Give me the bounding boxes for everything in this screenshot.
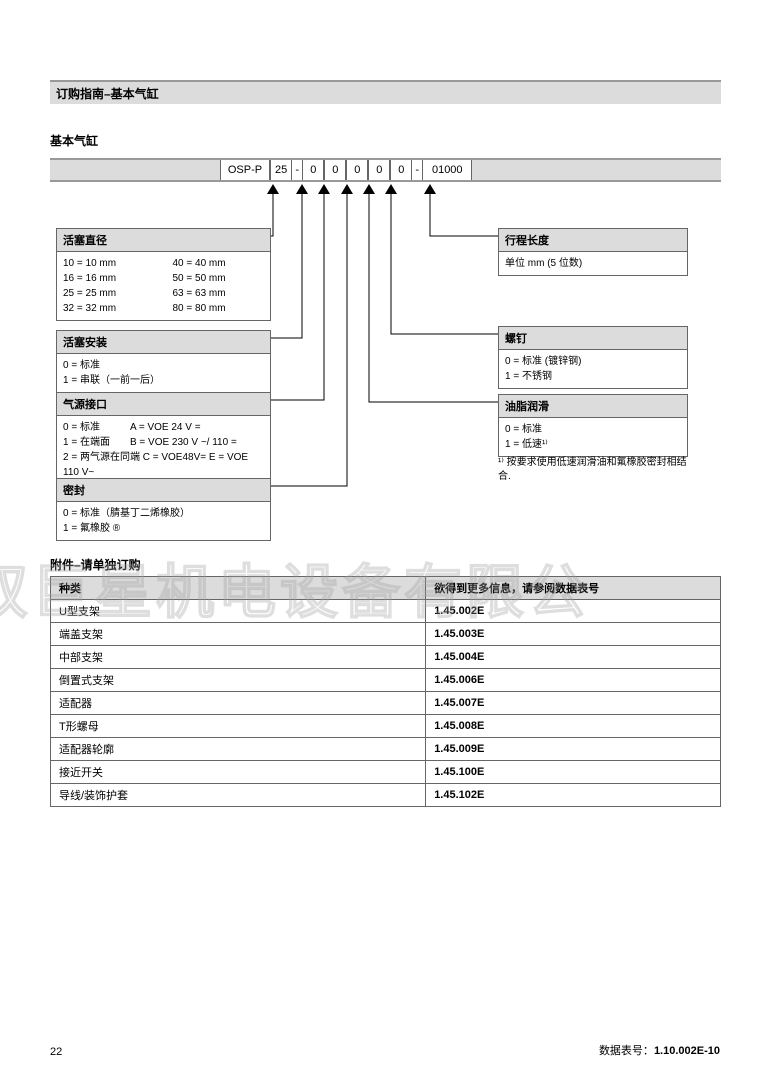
opt: 10 = 10 mm (63, 256, 155, 271)
table-row: 接近开关1.45.100E (51, 761, 721, 784)
opt: 1 = 氟橡胶 ® (63, 521, 264, 536)
table-cell: 倒置式支架 (51, 669, 426, 692)
table-cell: 适配器 (51, 692, 426, 715)
box-seal: 密封 0 = 标准（腈基丁二烯橡胶） 1 = 氟橡胶 ® (56, 478, 271, 541)
order-cell-4: 0 (324, 160, 346, 180)
table-row: 中部支架1.45.004E (51, 646, 721, 669)
box-piston-diameter: 活塞直径 10 = 10 mm 16 = 16 mm 25 = 25 mm 32… (56, 228, 271, 321)
table-cell: U型支架 (51, 600, 426, 623)
box-title: 行程长度 (499, 229, 687, 252)
datasheet-label: 数据表号： (599, 1045, 654, 1057)
table-row: T形螺母1.45.008E (51, 715, 721, 738)
table-row: 倒置式支架1.45.006E (51, 669, 721, 692)
opt: 40 = 40 mm (173, 256, 265, 271)
opt: 1 = 在端面 B = VOE 230 V ~/ 110 = (63, 435, 264, 450)
box-air-port: 气源接口 0 = 标准 A = VOE 24 V = 1 = 在端面 B = V… (56, 392, 271, 485)
table-row: 导线/装饰护套1.45.102E (51, 784, 721, 807)
box-title: 油脂润滑 (499, 395, 687, 418)
table-cell: 1.45.004E (426, 646, 721, 669)
box-title: 气源接口 (57, 393, 270, 416)
box-title: 活塞安装 (57, 331, 270, 354)
order-cell-6: 0 (368, 160, 390, 180)
datasheet-value: 1.10.002E-10 (654, 1045, 720, 1057)
box-title: 活塞直径 (57, 229, 270, 252)
footnote: ¹⁾ 按要求使用低速润滑油和氟橡胶密封相结合. (498, 456, 698, 484)
table-row: 端盖支架1.45.003E (51, 623, 721, 646)
order-cell-size: 25 (270, 160, 292, 180)
box-grease: 油脂润滑 0 = 标准 1 = 低速¹⁾ (498, 394, 688, 457)
table-cell: 1.45.102E (426, 784, 721, 807)
box-title: 螺钉 (499, 327, 687, 350)
order-cell-5: 0 (346, 160, 368, 180)
table-row: 适配器1.45.007E (51, 692, 721, 715)
opt: 0 = 标准 (505, 422, 681, 437)
page-number: 22 (50, 1046, 62, 1058)
opt: 25 = 25 mm (63, 286, 155, 301)
opt: 32 = 32 mm (63, 301, 155, 316)
opt: 1 = 低速¹⁾ (505, 437, 681, 452)
opt: 0 = 标准（腈基丁二烯橡胶） (63, 506, 264, 521)
col-header: 欲得到更多信息，请参阅数据表号 (426, 577, 721, 600)
opt: 0 = 标准 A = VOE 24 V = (63, 420, 264, 435)
table-cell: 端盖支架 (51, 623, 426, 646)
table-cell: 接近开关 (51, 761, 426, 784)
table-cell: 1.45.003E (426, 623, 721, 646)
opt: 63 = 63 mm (173, 286, 265, 301)
table-cell: 导线/装饰护套 (51, 784, 426, 807)
accessories-title: 附件–请单独订购 (50, 556, 141, 573)
table-cell: 1.45.009E (426, 738, 721, 761)
table-row: 适配器轮廓1.45.009E (51, 738, 721, 761)
opt: 2 = 两气源在同端 C = VOE48V= E = VOE 110 V~ (63, 450, 264, 480)
table-row: U型支架1.45.002E (51, 600, 721, 623)
opt: 1 = 不锈钢 (505, 369, 681, 384)
opt: 0 = 标准 (63, 358, 264, 373)
order-sep-2: - (412, 160, 422, 180)
order-cell-prefix: OSP-P (220, 160, 270, 180)
order-sep: - (292, 160, 302, 180)
order-cell-3: 0 (302, 160, 324, 180)
table-cell: 1.45.006E (426, 669, 721, 692)
table-cell: T形螺母 (51, 715, 426, 738)
header-title: 订购指南–基本气缸 (56, 85, 159, 102)
opt: 80 = 80 mm (173, 301, 265, 316)
section-title: 基本气缸 (50, 132, 98, 149)
table-cell: 中部支架 (51, 646, 426, 669)
col-header: 种类 (51, 577, 426, 600)
table-cell: 1.45.100E (426, 761, 721, 784)
order-code-bar: OSP-P 25 - 0 0 0 0 0 - 01000 (50, 158, 721, 182)
page-header: 订购指南–基本气缸 (50, 80, 721, 104)
box-stroke: 行程长度 单位 mm (5 位数) (498, 228, 688, 276)
order-cell-7: 0 (390, 160, 412, 180)
opt: 单位 mm (5 位数) (505, 256, 681, 271)
table-cell: 1.45.007E (426, 692, 721, 715)
table-cell: 1.45.002E (426, 600, 721, 623)
box-piston-mount: 活塞安装 0 = 标准 1 = 串联（一前一后） (56, 330, 271, 393)
order-cell-stroke: 01000 (422, 160, 472, 180)
box-screw: 螺钉 0 = 标准 (镀锌钢) 1 = 不锈钢 (498, 326, 688, 389)
table-cell: 1.45.008E (426, 715, 721, 738)
opt: 1 = 串联（一前一后） (63, 373, 264, 388)
box-title: 密封 (57, 479, 270, 502)
opt: 0 = 标准 (镀锌钢) (505, 354, 681, 369)
accessories-table: 种类 欲得到更多信息，请参阅数据表号 U型支架1.45.002E端盖支架1.45… (50, 576, 721, 807)
opt: 16 = 16 mm (63, 271, 155, 286)
table-cell: 适配器轮廓 (51, 738, 426, 761)
datasheet-number: 数据表号：1.10.002E-10 (599, 1042, 720, 1058)
opt: 50 = 50 mm (173, 271, 265, 286)
